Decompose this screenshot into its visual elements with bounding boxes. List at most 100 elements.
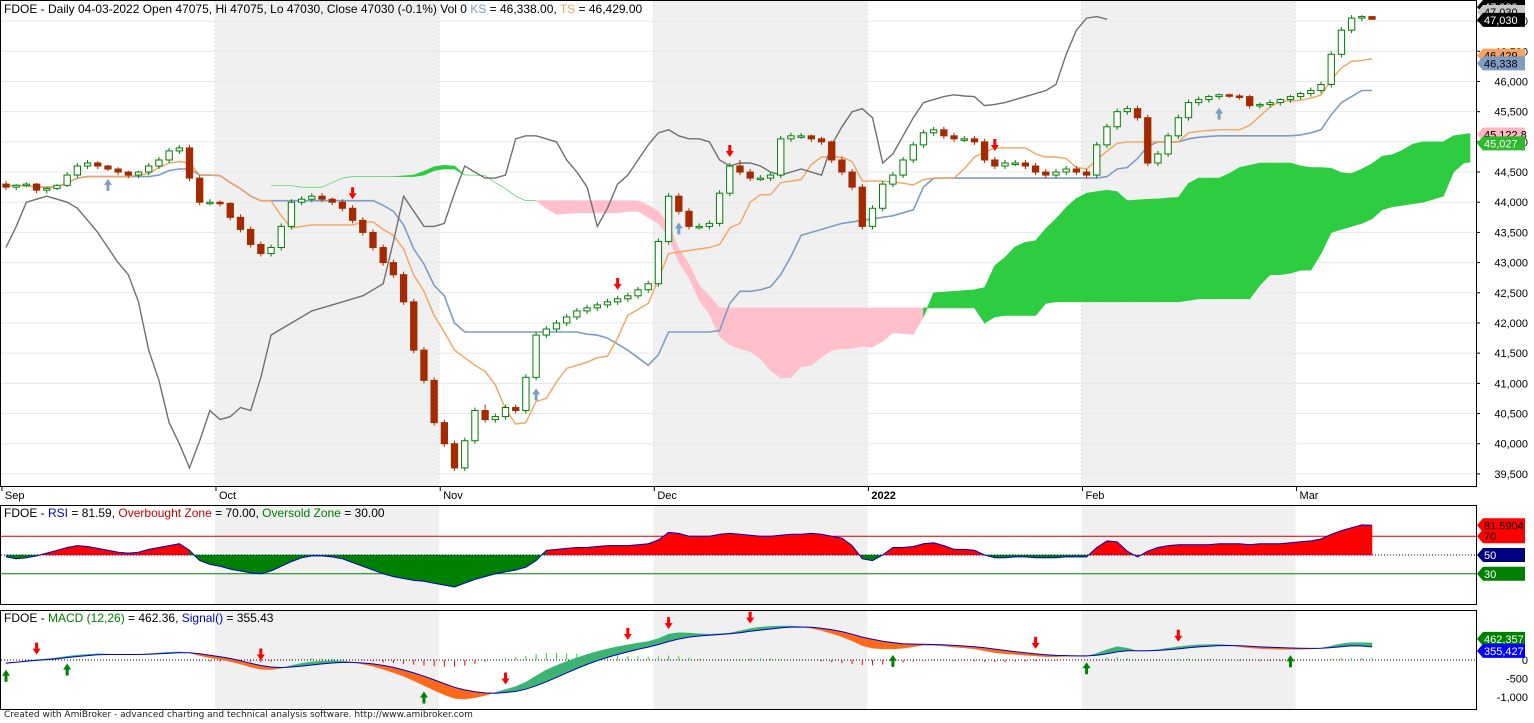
rsi-area-segment (617, 545, 629, 556)
candle (1205, 94, 1213, 103)
candle (909, 141, 917, 163)
cloud-segment (1147, 198, 1159, 303)
candle-body (675, 195, 683, 212)
cloud-segment (1014, 241, 1026, 316)
candle (1154, 150, 1162, 167)
rsi-area-segment (607, 545, 618, 556)
candle-body (318, 195, 326, 200)
x-axis: Sep Oct Nov Dec 2022 Feb Mar (1, 486, 1319, 502)
rsi-area-segment (1320, 533, 1332, 556)
candle (695, 223, 703, 230)
cloud-segment (1330, 167, 1342, 233)
candle-body (481, 410, 489, 421)
price-tick-label: 43,000 (1494, 258, 1528, 270)
rsi-area-segment (576, 547, 588, 556)
price-tick-label: 44,000 (1494, 197, 1528, 209)
overbought-value: = 70.00, (212, 506, 262, 520)
candle-body (1021, 162, 1030, 167)
macd-tick-label: 0 (1522, 655, 1528, 667)
candlestick-series (2, 15, 1376, 471)
value-tag-text: 70 (1484, 531, 1496, 543)
candle-body (685, 210, 693, 227)
rsi-area-segment (780, 534, 792, 556)
rsi-area-segment (1290, 541, 1301, 556)
candle-body (94, 162, 102, 167)
candle (297, 196, 306, 206)
candle-body (185, 147, 194, 179)
cloud-segment (1402, 143, 1414, 206)
cloud-segment (729, 307, 741, 350)
cloud-segment (556, 200, 567, 215)
price-tick-label: 39,500 (1494, 469, 1528, 481)
candle (63, 172, 71, 188)
candle-body (216, 201, 224, 205)
rsi-title-base: FDOE - (4, 506, 48, 520)
candle (1174, 114, 1182, 139)
candle-body (1327, 53, 1335, 86)
candle-body (461, 440, 469, 469)
rsi-area-segment (627, 544, 639, 556)
chikou-span-line (5, 15, 1108, 470)
candle (379, 244, 387, 266)
macd-panel[interactable] (1, 611, 1476, 704)
cloud-segment (1228, 166, 1240, 300)
candle (145, 162, 153, 176)
cloud-segment (1116, 191, 1128, 303)
price-panel[interactable] (2, 15, 1471, 471)
candle (114, 167, 122, 176)
candle-body (695, 225, 703, 229)
candle-body (980, 141, 989, 161)
cloud-segment (1371, 155, 1383, 220)
cloud-segment (495, 182, 506, 189)
candle-body (12, 184, 20, 188)
rsi-area-segment (1351, 524, 1363, 556)
down-arrow-icon (501, 672, 510, 685)
candle (461, 437, 469, 471)
cloud-segment (1076, 192, 1087, 303)
cloud-segment (780, 307, 792, 379)
candle (654, 238, 663, 287)
cloud-segment (515, 195, 527, 202)
candle-body (838, 159, 846, 173)
candle-body (879, 183, 887, 209)
down-arrow-icon (664, 617, 673, 630)
candle-body (573, 310, 581, 318)
candle (481, 404, 489, 423)
footer-credit: Created with AmiBroker - advanced charti… (4, 710, 473, 720)
candle-body (828, 141, 836, 161)
candle-body (236, 216, 245, 230)
candle (277, 223, 285, 251)
price-tick-label: 42,000 (1494, 318, 1528, 330)
candle (32, 182, 41, 194)
value-tag-text: 47,030 (1484, 15, 1518, 27)
candle-body (1347, 17, 1356, 31)
candle-body (501, 407, 510, 418)
price-tick-label: 41,000 (1494, 378, 1528, 390)
candle-body (1072, 168, 1081, 173)
candle-body (1215, 94, 1223, 98)
candle-body (63, 174, 71, 186)
candle-body (277, 225, 285, 249)
candle (1123, 105, 1132, 115)
macd-value: = 462.36, (125, 611, 182, 625)
candle (104, 164, 112, 171)
cloud-segment (1188, 177, 1200, 301)
candle-body (715, 192, 724, 224)
cloud-segment (1422, 141, 1434, 203)
cloud-segment (1249, 162, 1261, 300)
candle (369, 229, 377, 251)
month-label: Mar (1300, 490, 1319, 502)
rsi-area-segment (1106, 540, 1118, 556)
rsi-area-segment (1280, 542, 1291, 556)
rsi-area-segment (1218, 543, 1230, 556)
cloud-segment (1361, 163, 1373, 224)
candle (664, 193, 673, 245)
rsi-area-segment (444, 554, 455, 588)
candle (226, 202, 234, 221)
rsi-panel[interactable] (1, 524, 1476, 588)
rsi-area-segment (433, 554, 445, 586)
candle (2, 181, 10, 191)
candle (583, 304, 591, 314)
candle (991, 156, 999, 170)
price-tick-label: 45,500 (1494, 107, 1528, 119)
